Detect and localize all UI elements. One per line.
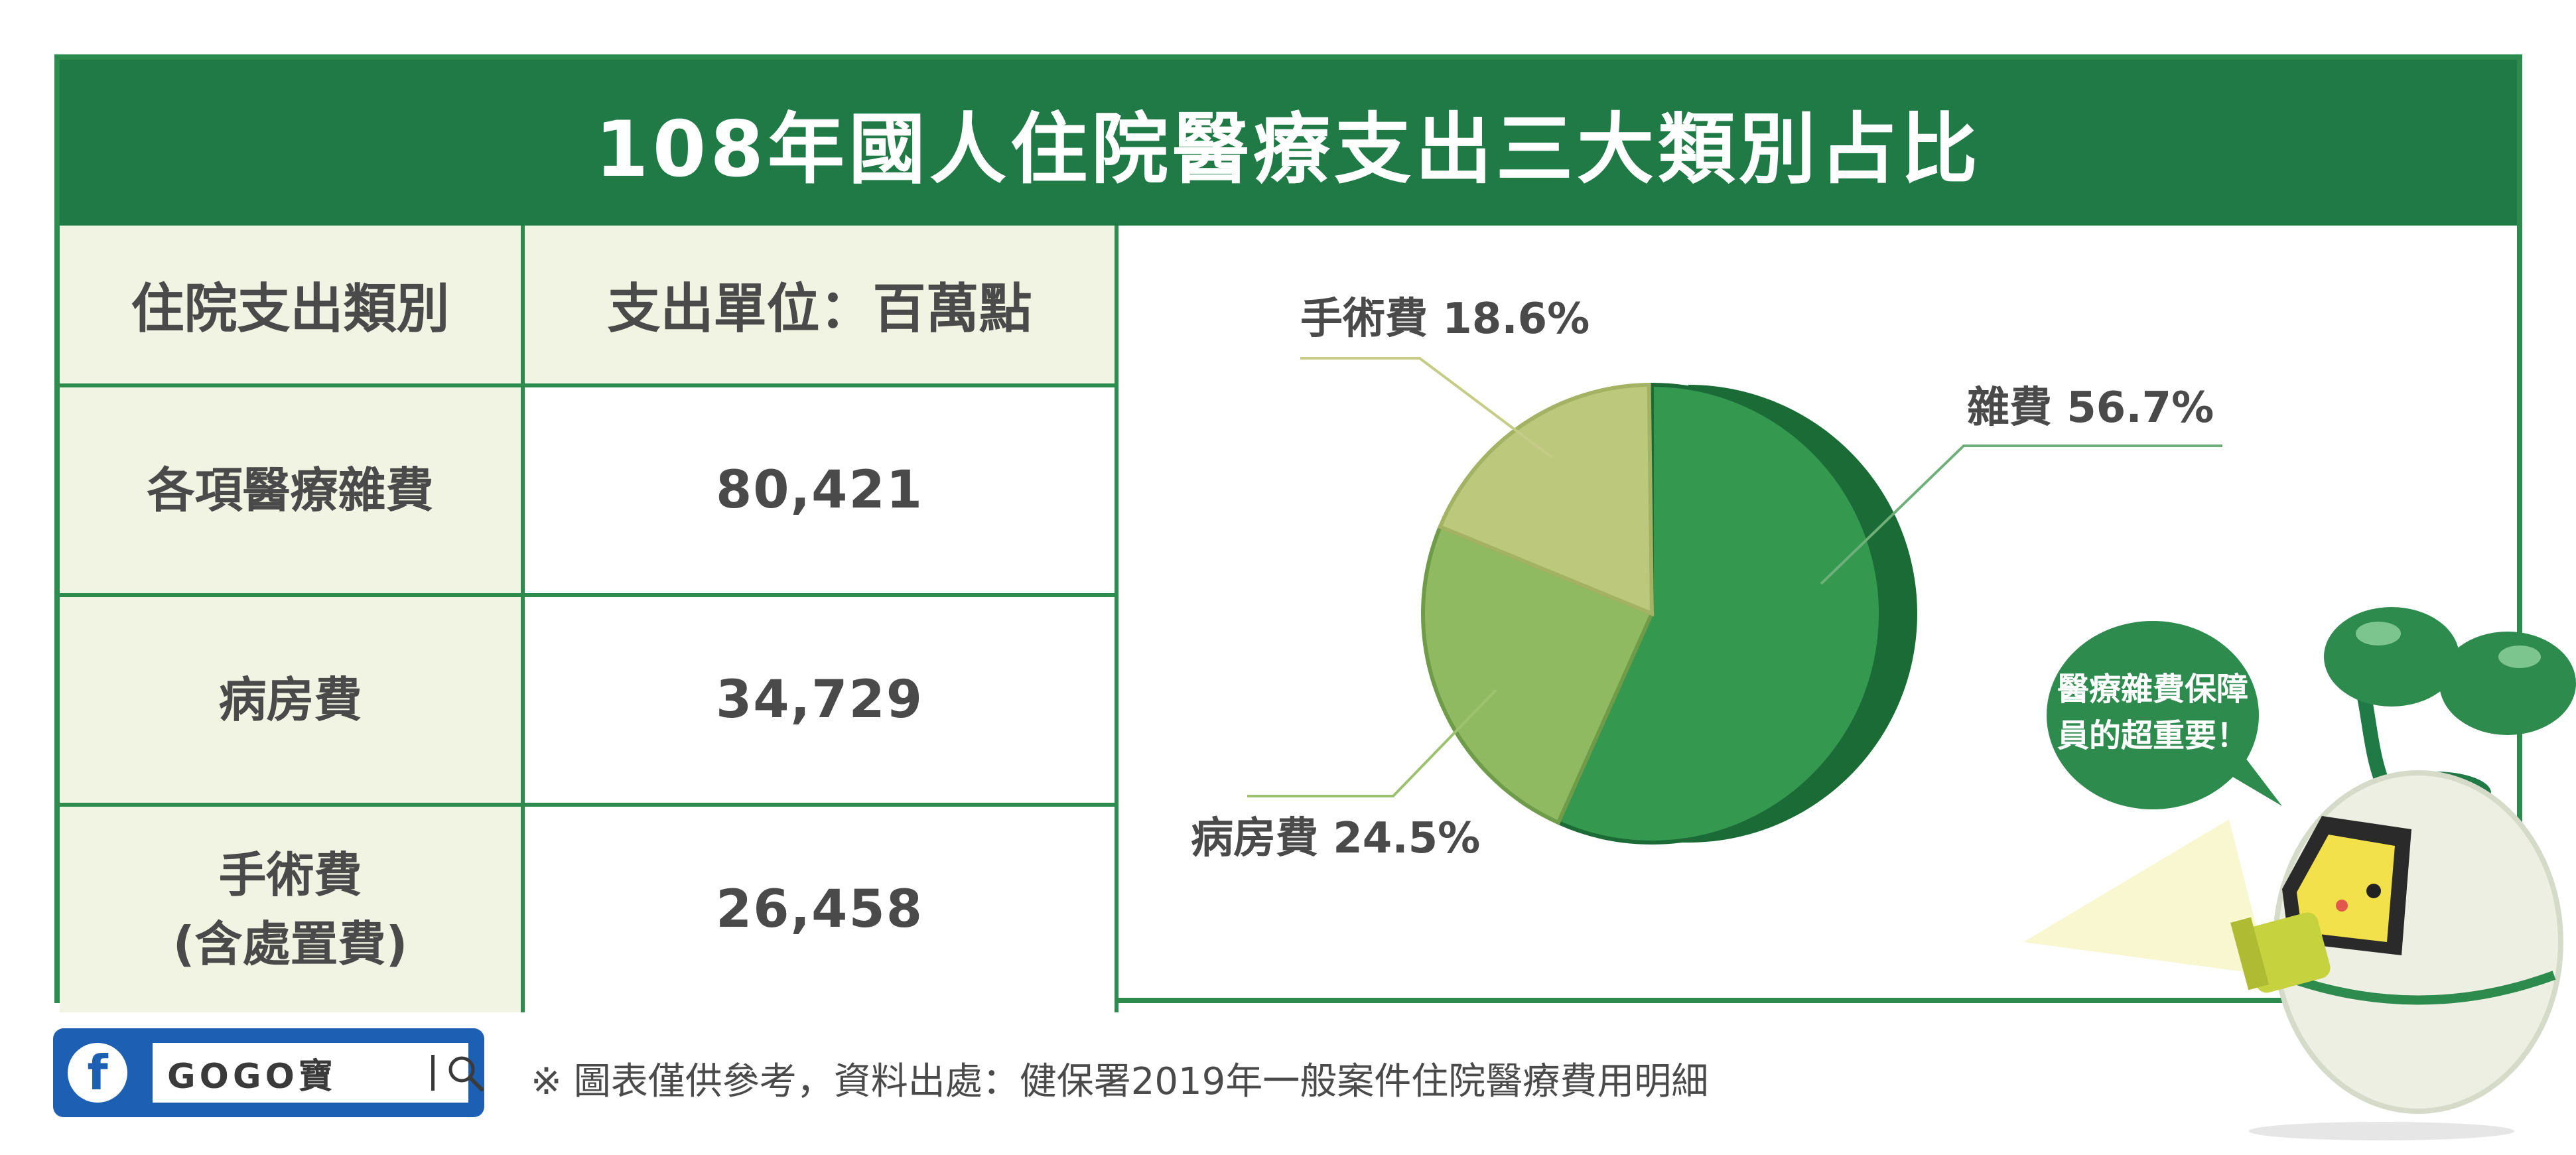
row-category: 手術費 (含處置費) [60,803,525,1012]
table-row: 手術費 (含處置費) 26,458 [60,803,1119,1012]
table-row: 各項醫療雜費 80,421 [60,383,1119,597]
badge-separator [431,1055,435,1091]
pie-label-misc: 雜費 56.7% [1967,383,2214,433]
leader-line-surgery [1300,357,1554,459]
speech-line-1: 醫療雜費保障 [2057,671,2248,708]
row-value: 80,421 [521,383,1119,597]
row-category: 病房費 [60,593,525,807]
search-box: GOGO寶 [153,1043,484,1103]
pie-slice [1421,524,1655,825]
pie-label-ward: 病房費 24.5% [1191,814,1480,863]
leader-line-misc [1820,444,2222,585]
speech-line-2: 員的超重要！ [2057,717,2248,754]
expense-table: 住院支出類別 支出單位：百萬點 各項醫療雜費 80,421 病房費 34,729… [60,226,1119,1012]
leader-line-ward [1247,689,1497,797]
pie-label-surgery: 手術費 18.6% [1300,295,1590,344]
badge-text: GOGO寶 [167,1056,337,1097]
chart-title: 108年國人住院醫療支出三大類別占比 [60,60,2517,226]
row-value: 34,729 [521,593,1119,807]
speech-bubble: 醫療雜費保障 員的超重要！ [2047,621,2282,809]
header-category: 住院支出類別 [60,226,525,387]
search-icon [448,1056,484,1091]
chart-frame: 108年國人住院醫療支出三大類別占比 住院支出類別 支出單位：百萬點 各項醫療雜… [54,54,2522,1012]
row-value: 26,458 [521,803,1119,1012]
header-unit: 支出單位：百萬點 [521,226,1119,387]
table-header-row: 住院支出類別 支出單位：百萬點 [60,226,1119,387]
facebook-icon: f [68,1043,127,1103]
pie-slices [1421,382,1883,845]
table-row: 病房費 34,729 [60,593,1119,807]
flashlight-beam [2023,819,2269,975]
pie-slice [1556,382,1883,845]
source-footnote: ※ 圖表僅供參考，資料出處：健保署2019年一般案件住院醫療費用明細 [531,1060,1709,1103]
pie-slice [1437,382,1655,617]
mascot-character [2230,607,2576,1140]
row-category: 各項醫療雜費 [60,383,525,597]
facebook-badge: f GOGO寶 [53,1028,484,1117]
